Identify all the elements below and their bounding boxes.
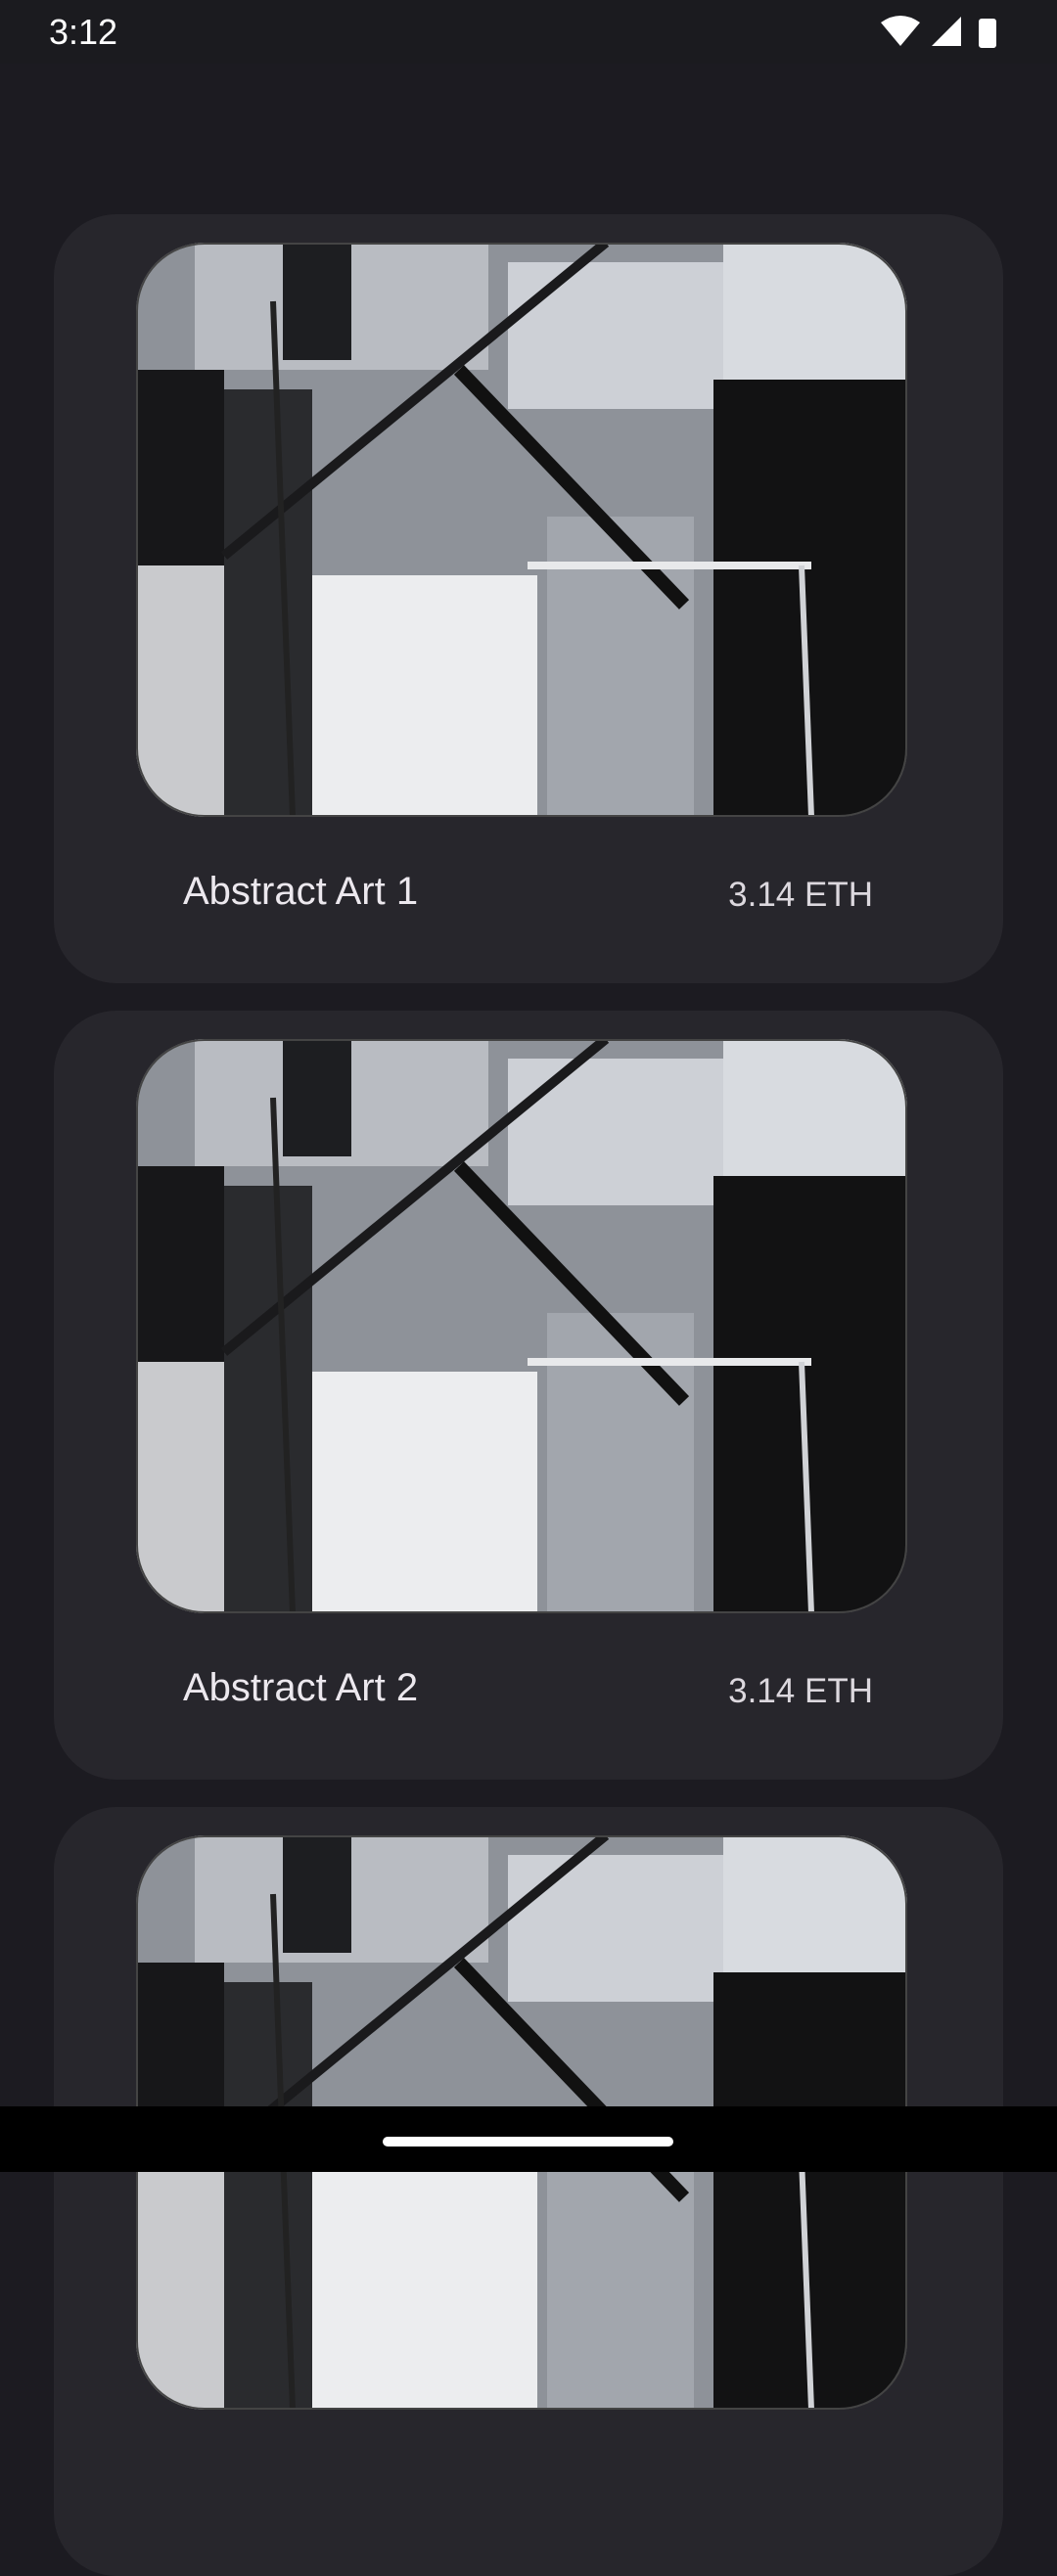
navigation-bar	[0, 2106, 1057, 2172]
status-bar: 3:12	[0, 0, 1057, 64]
nft-card[interactable]: Abstract Art 1 3.14 ETH	[54, 214, 1003, 983]
home-handle[interactable]	[383, 2137, 673, 2147]
nft-card[interactable]	[54, 1807, 1003, 2576]
nft-title: Abstract Art 2	[183, 1666, 419, 1709]
nft-price: 3.14 ETH	[728, 1672, 873, 1710]
artwork-image	[136, 1039, 907, 1613]
clock: 3:12	[49, 12, 118, 52]
nft-card[interactable]: Abstract Art 2 3.14 ETH	[54, 1011, 1003, 1780]
nft-title: Abstract Art 1	[183, 870, 419, 913]
status-icons	[881, 16, 996, 48]
artwork-image	[136, 243, 907, 817]
nft-price: 3.14 ETH	[728, 876, 873, 914]
